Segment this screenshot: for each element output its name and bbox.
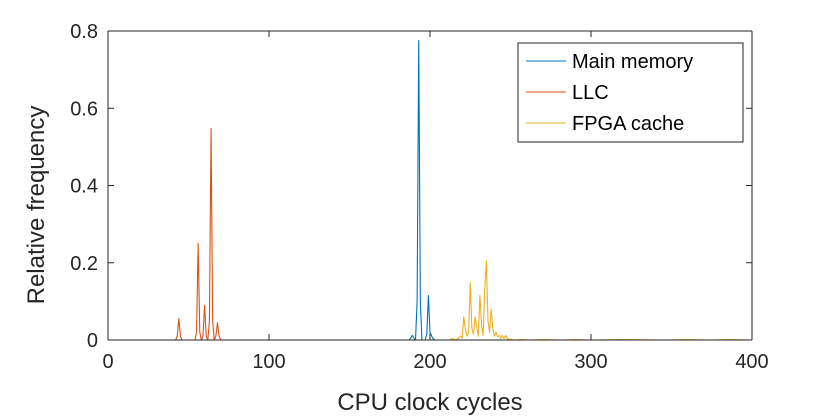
y-axis-label: Relative frequency xyxy=(23,106,50,305)
x-axis-label: CPU clock cycles xyxy=(337,389,522,416)
legend-label: LLC xyxy=(572,82,609,104)
x-tick-label: 400 xyxy=(735,351,768,373)
series-line-llc xyxy=(162,127,398,341)
y-tick-label: 0.2 xyxy=(70,253,98,275)
series-line-main-memory xyxy=(397,40,436,341)
x-tick-label: 0 xyxy=(102,351,113,373)
legend-label: Main memory xyxy=(572,51,693,73)
ticks-layer: 0 100 200 300 400 0 0.2 0.4 0.6 0.8 xyxy=(70,21,769,373)
y-tick-label: 0.6 xyxy=(70,98,98,120)
legend-label: FPGA cache xyxy=(572,113,684,135)
x-tick-label: 200 xyxy=(413,351,446,373)
x-tick-label: 100 xyxy=(252,351,285,373)
y-tick-label: 0.4 xyxy=(70,176,98,198)
x-tick-label: 300 xyxy=(574,351,607,373)
y-tick-label: 0 xyxy=(87,330,98,352)
legend: Main memory LLC FPGA cache xyxy=(517,42,744,143)
y-tick-label: 0.8 xyxy=(70,21,98,43)
